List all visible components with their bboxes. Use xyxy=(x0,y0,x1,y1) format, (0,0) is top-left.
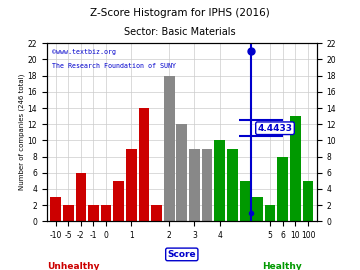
Text: Z-Score Histogram for IPHS (2016): Z-Score Histogram for IPHS (2016) xyxy=(90,8,270,18)
Text: Healthy: Healthy xyxy=(262,262,302,270)
Bar xyxy=(126,148,137,221)
Bar xyxy=(227,148,238,221)
Bar xyxy=(239,181,250,221)
Bar xyxy=(63,205,73,221)
Bar xyxy=(303,181,313,221)
Bar xyxy=(164,76,175,221)
Bar xyxy=(252,197,263,221)
Bar xyxy=(290,116,301,221)
Bar xyxy=(265,205,275,221)
Bar xyxy=(176,124,187,221)
Y-axis label: Number of companies (246 total): Number of companies (246 total) xyxy=(18,74,25,191)
Bar xyxy=(50,197,61,221)
Bar xyxy=(214,140,225,221)
Text: ©www.textbiz.org: ©www.textbiz.org xyxy=(52,49,116,55)
Bar xyxy=(139,108,149,221)
Text: Score: Score xyxy=(167,250,196,259)
Text: 4.4433: 4.4433 xyxy=(257,124,293,133)
Bar xyxy=(189,148,200,221)
Text: Unhealthy: Unhealthy xyxy=(48,262,100,270)
Text: The Research Foundation of SUNY: The Research Foundation of SUNY xyxy=(52,63,176,69)
Bar xyxy=(88,205,99,221)
Bar xyxy=(277,157,288,221)
Text: Sector: Basic Materials: Sector: Basic Materials xyxy=(124,27,236,37)
Bar xyxy=(113,181,124,221)
Bar xyxy=(76,173,86,221)
Bar xyxy=(151,205,162,221)
Bar xyxy=(202,148,212,221)
Bar xyxy=(101,205,112,221)
